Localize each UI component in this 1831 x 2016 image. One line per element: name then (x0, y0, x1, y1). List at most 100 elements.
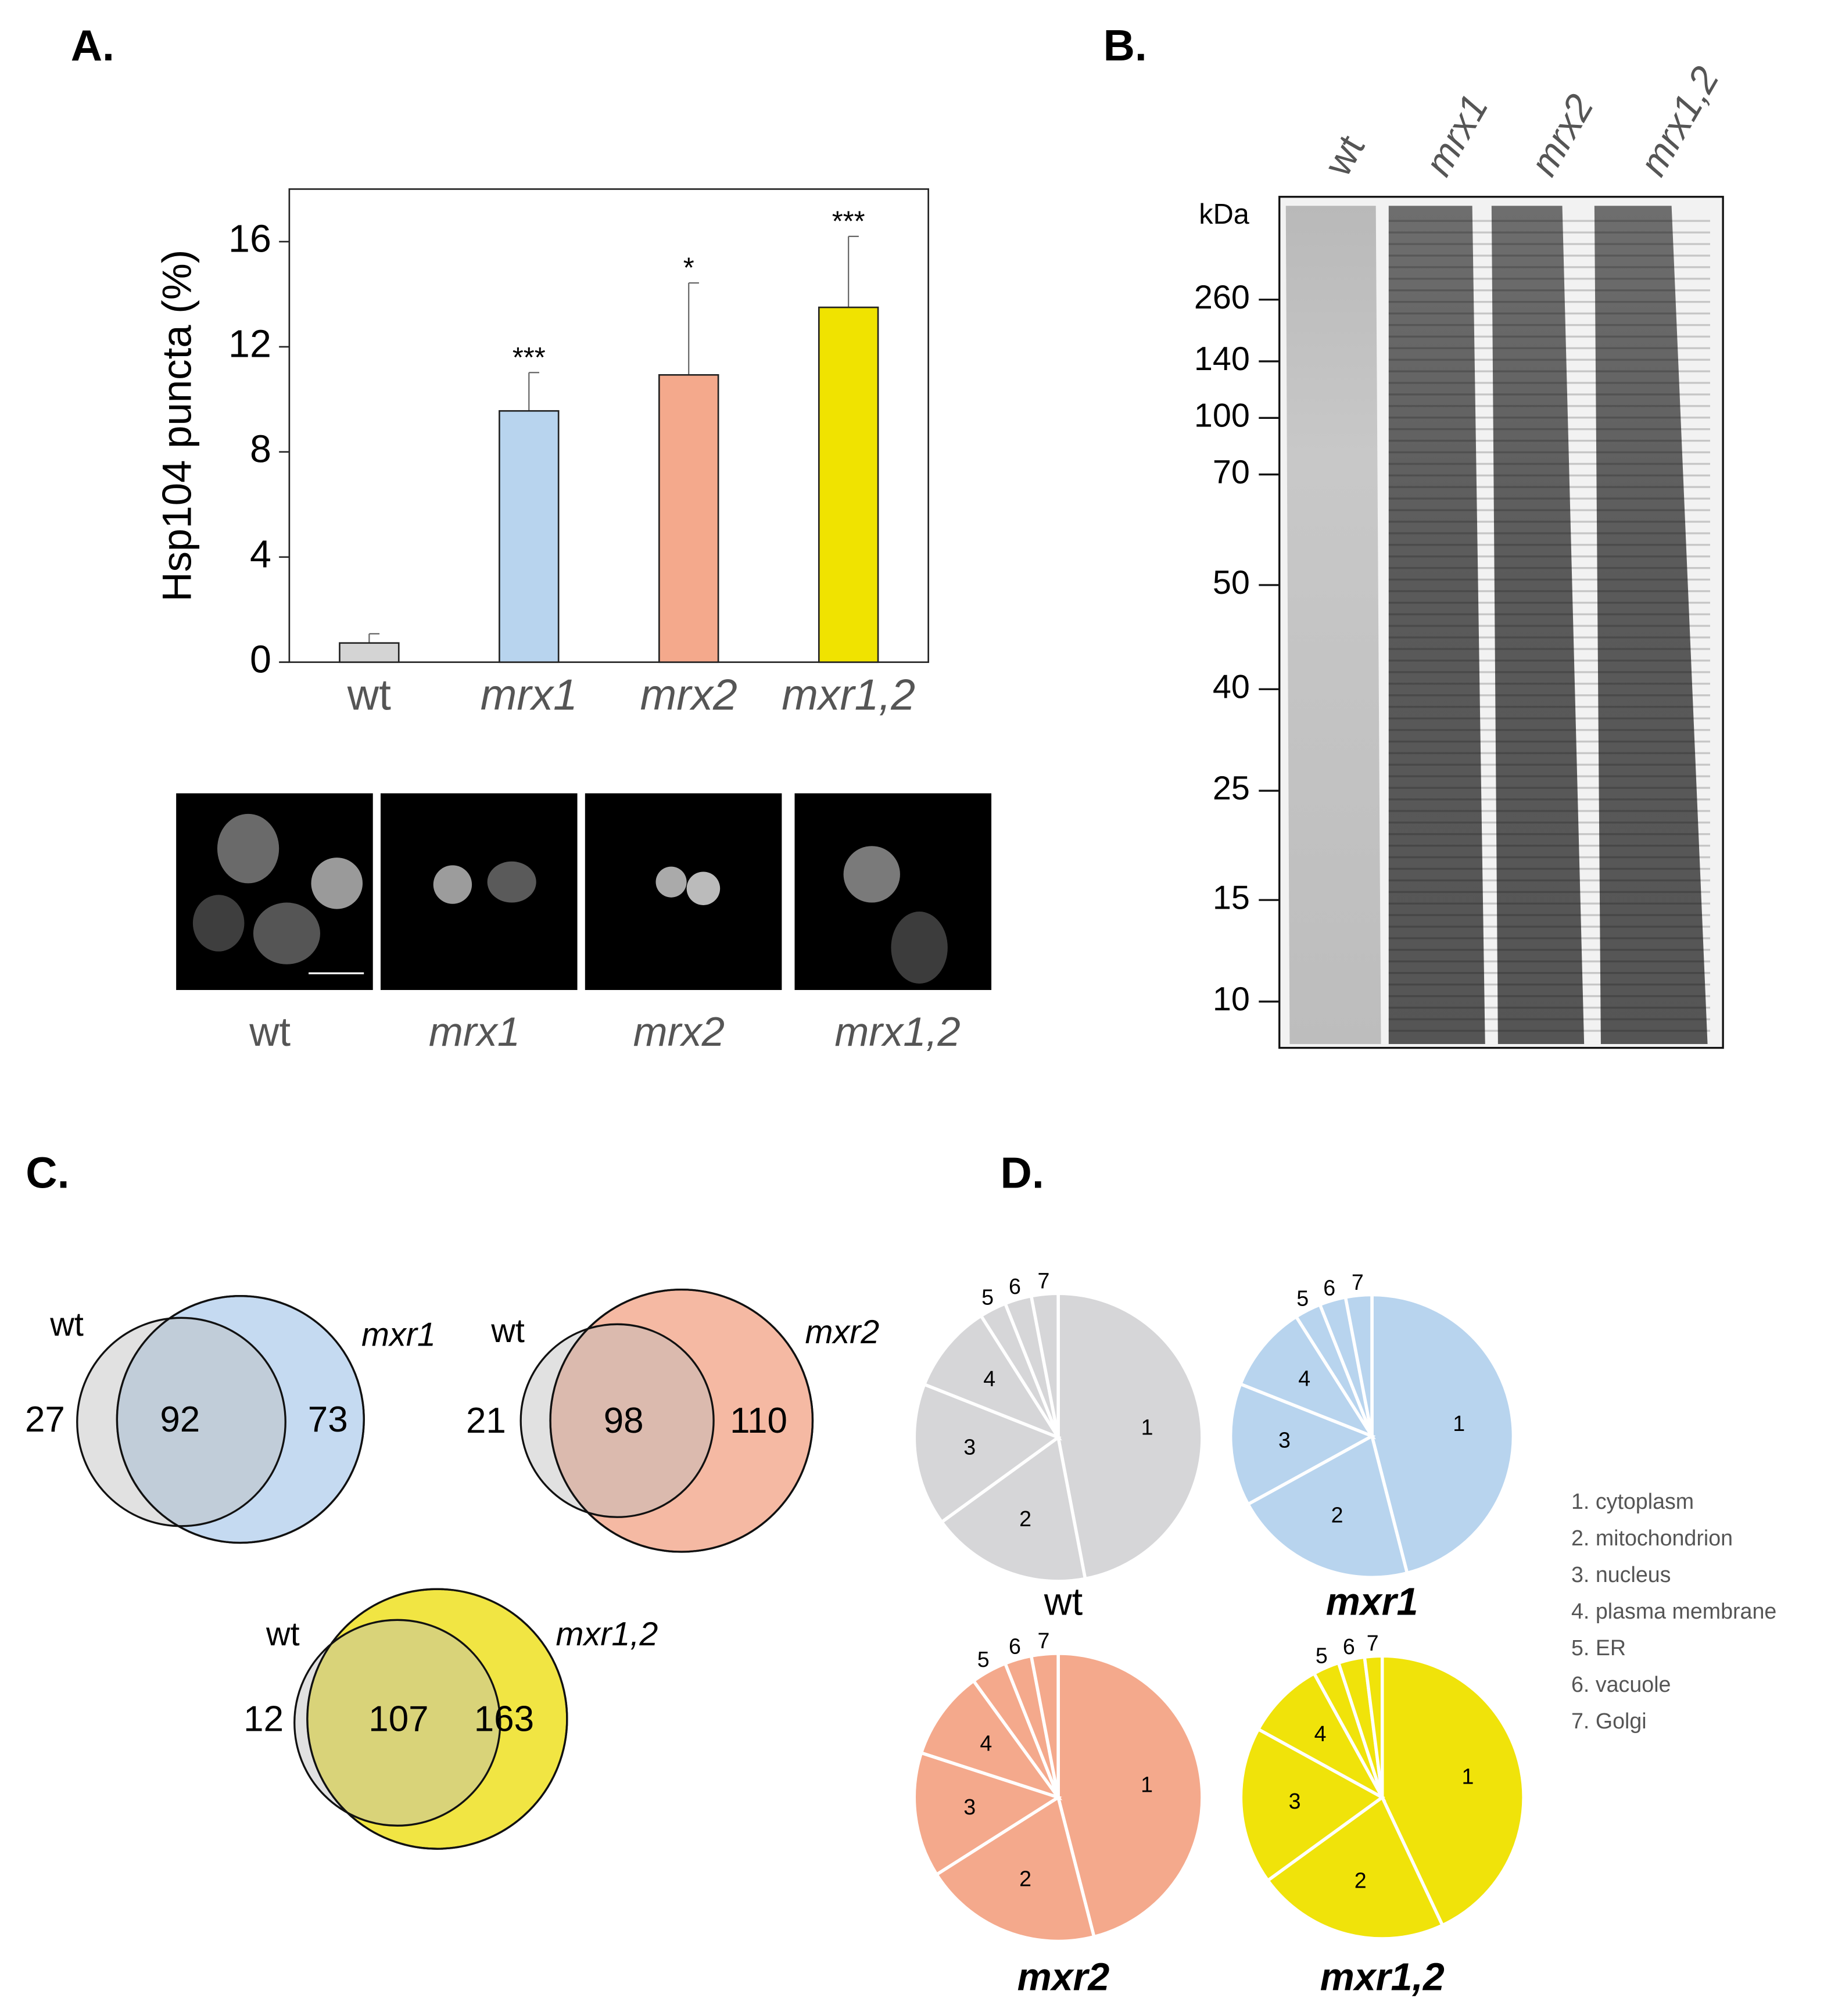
slice-label: 7 (1367, 1631, 1379, 1655)
panel-label: D. (1001, 1149, 1044, 1197)
venn-count: 27 (25, 1400, 65, 1440)
legend-entry: 4. plasma membrane (1571, 1599, 1776, 1623)
marker-label: 100 (1194, 397, 1250, 435)
legend-entry: 2. mitochondrion (1571, 1526, 1733, 1550)
set-label: mxr1 (361, 1317, 436, 1354)
lane-label: mrx2 (1522, 87, 1602, 183)
marker-label: 40 (1213, 668, 1250, 705)
pie-title: mxr1 (1326, 1580, 1418, 1623)
pie-slice (1245, 1433, 1409, 1580)
pie-slice (1238, 1314, 1376, 1440)
micrograph-label: mrx1 (429, 1009, 520, 1055)
marker-label: 140 (1194, 340, 1250, 378)
pie-slice (1056, 1652, 1204, 1939)
marker-label: 70 (1213, 454, 1250, 491)
slice-label: 7 (1037, 1628, 1049, 1653)
pie-slice (1239, 1727, 1385, 1883)
venn-count: 12 (243, 1699, 284, 1739)
panel-label: A. (71, 21, 114, 70)
set-label: mxr1,2 (556, 1616, 658, 1653)
slice-label: 2 (1355, 1868, 1367, 1893)
x-tick-label: mrx2 (640, 670, 737, 719)
micrograph (585, 793, 782, 991)
unit-label: kDa (1199, 199, 1249, 230)
cell (192, 895, 245, 952)
micrograph (380, 793, 578, 991)
cell (433, 865, 472, 904)
plot-frame (288, 188, 929, 663)
slice-label: 2 (1019, 1506, 1031, 1531)
pie-slice (912, 1750, 1062, 1877)
set-label: wt (266, 1616, 300, 1653)
slice-label: 5 (1296, 1286, 1309, 1311)
venn-outline (549, 1288, 814, 1553)
set-label: mxr2 (805, 1314, 879, 1351)
legend-entry: 7. Golgi (1571, 1709, 1647, 1733)
pie-title: mxr2 (1017, 1956, 1110, 1999)
legend-entry: 1. cytoplasm (1571, 1489, 1694, 1513)
slice-label: 6 (1009, 1274, 1021, 1298)
pie-title: wt (1044, 1580, 1083, 1623)
venn-outline (306, 1588, 568, 1850)
slice-label: 4 (983, 1366, 995, 1391)
slice-label: 2 (1019, 1866, 1031, 1891)
y-tick-label: 0 (250, 638, 271, 681)
micrographs (176, 793, 992, 991)
significance: *** (832, 206, 865, 238)
slice-label: 6 (1343, 1634, 1355, 1659)
slice-label: 6 (1009, 1634, 1021, 1659)
set-label: wt (490, 1312, 525, 1350)
slice-label: 3 (963, 1434, 976, 1459)
legend: 1. cytoplasm 2. mitochondrion 3. nucleus 4.… (1571, 1489, 1776, 1733)
pie-slice (1343, 1293, 1374, 1437)
venn-count: 98 (604, 1401, 644, 1441)
pie-slice (1228, 1382, 1376, 1506)
slice-label: 5 (981, 1285, 994, 1310)
bar (339, 642, 400, 663)
x-tick-label: mxr1,2 (782, 670, 915, 719)
gel-lane (1285, 206, 1381, 1044)
slice-label: 2 (1331, 1502, 1343, 1527)
slice-label: 5 (977, 1647, 990, 1671)
cell (891, 912, 948, 984)
legend-entry: 6. vacuole (1571, 1672, 1671, 1696)
slice-label: 3 (1289, 1789, 1301, 1813)
panel-label: C. (26, 1149, 69, 1197)
micrograph-label: mrx2 (633, 1009, 725, 1055)
cell (217, 813, 280, 884)
significance: *** (513, 342, 546, 374)
bar (658, 374, 719, 663)
slice-label: 6 (1323, 1275, 1335, 1300)
marker-label: 50 (1213, 564, 1250, 601)
micrograph-label: wt (249, 1009, 291, 1055)
pie-title: mxr1,2 (1320, 1956, 1445, 1999)
slice-label: 4 (1298, 1366, 1310, 1391)
cell (253, 902, 320, 964)
micrograph-label: mrx1,2 (834, 1009, 960, 1055)
venn-count: 92 (160, 1400, 200, 1440)
slice-label: 4 (1314, 1721, 1327, 1746)
lane-label: mrx1 (1417, 87, 1497, 183)
pie-slice (912, 1382, 1062, 1524)
y-tick-label: 4 (250, 533, 271, 576)
slice-label: 7 (1352, 1270, 1364, 1294)
pie-slice (1256, 1671, 1386, 1802)
bar (818, 306, 879, 663)
venn-count: 107 (368, 1699, 428, 1739)
slice-label: 3 (1278, 1427, 1291, 1452)
slice-label: 1 (1453, 1411, 1465, 1436)
venn-outline (116, 1295, 365, 1544)
venn-set (293, 1619, 501, 1827)
venn-set (519, 1323, 715, 1518)
slice-label: 7 (1037, 1269, 1049, 1293)
gel-bands (1388, 218, 1710, 1042)
y-axis-label: Hsp104 puncta (%) (154, 250, 200, 602)
pie-slice (934, 1795, 1097, 1943)
venn-count: 110 (730, 1401, 787, 1441)
pie-slice (922, 1314, 1063, 1441)
slice-label: 3 (963, 1795, 976, 1819)
set-label: wt (49, 1306, 84, 1343)
pie-slice (1265, 1795, 1445, 1940)
slice-label: 1 (1141, 1772, 1153, 1796)
